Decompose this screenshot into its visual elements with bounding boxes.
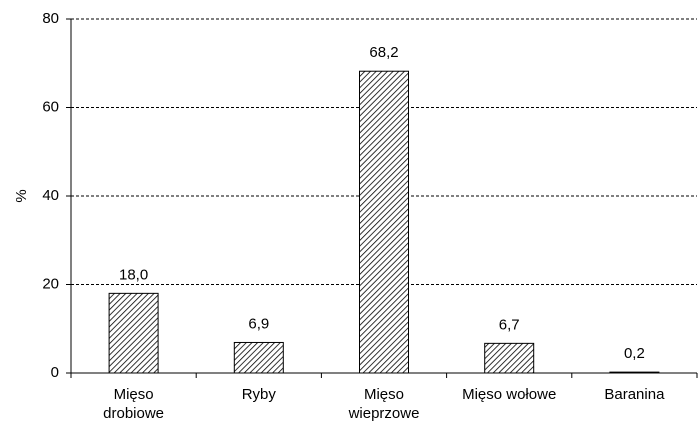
category-label: wieprzowe <box>348 405 420 422</box>
category-label: Mięso wołowe <box>462 386 556 403</box>
category-label: Ryby <box>242 386 277 403</box>
category-label: Mięso <box>114 386 154 403</box>
y-tick-label: 40 <box>42 187 59 204</box>
y-axis-label: % <box>13 189 30 202</box>
y-tick-label: 80 <box>42 10 59 27</box>
data-label: 0,2 <box>624 345 645 362</box>
data-label: 6,9 <box>248 315 269 332</box>
bar <box>484 342 535 374</box>
y-tick-label: 0 <box>51 364 59 381</box>
category-label: drobiowe <box>103 405 164 422</box>
bar <box>108 292 159 374</box>
category-label: Mięso <box>364 386 404 403</box>
data-label: 68,2 <box>369 44 398 61</box>
bar <box>359 70 409 374</box>
labels: 0 20 40 60 80 18,0 Mięso drobiowe 6,9 Ryby 68,2 Mię… <box>42 10 665 422</box>
category-label: Baranina <box>604 386 665 403</box>
bars <box>108 70 660 374</box>
y-tick-label: 20 <box>42 275 59 292</box>
y-tick-label: 60 <box>42 98 59 115</box>
axes <box>66 18 698 378</box>
bar <box>233 341 284 374</box>
data-label: 6,7 <box>499 316 520 333</box>
data-label: 18,0 <box>119 266 148 283</box>
